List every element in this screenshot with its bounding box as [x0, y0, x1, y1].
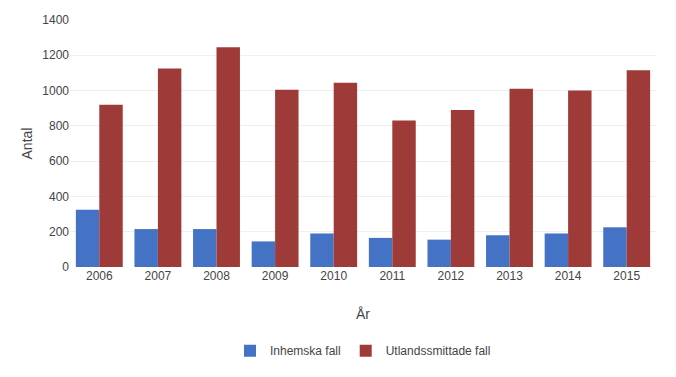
svg-text:0: 0 — [62, 260, 69, 274]
svg-text:1400: 1400 — [42, 13, 69, 27]
svg-text:Antal: Antal — [19, 128, 35, 160]
svg-text:År: År — [356, 306, 370, 322]
svg-text:2008: 2008 — [203, 269, 230, 283]
svg-text:1000: 1000 — [42, 84, 69, 98]
svg-text:600: 600 — [49, 154, 69, 168]
svg-text:400: 400 — [49, 190, 69, 204]
svg-text:1200: 1200 — [42, 48, 69, 62]
svg-text:2012: 2012 — [438, 269, 465, 283]
svg-text:800: 800 — [49, 119, 69, 133]
svg-text:2015: 2015 — [613, 269, 640, 283]
svg-text:Utlandssmittade fall: Utlandssmittade fall — [386, 344, 491, 358]
svg-text:2013: 2013 — [496, 269, 523, 283]
svg-text:2007: 2007 — [145, 269, 172, 283]
svg-text:2006: 2006 — [86, 269, 113, 283]
svg-text:2010: 2010 — [320, 269, 347, 283]
svg-text:Inhemska fall: Inhemska fall — [270, 344, 341, 358]
svg-text:2009: 2009 — [262, 269, 289, 283]
svg-text:2011: 2011 — [379, 269, 405, 283]
svg-text:200: 200 — [49, 225, 69, 239]
svg-text:2014: 2014 — [555, 269, 582, 283]
